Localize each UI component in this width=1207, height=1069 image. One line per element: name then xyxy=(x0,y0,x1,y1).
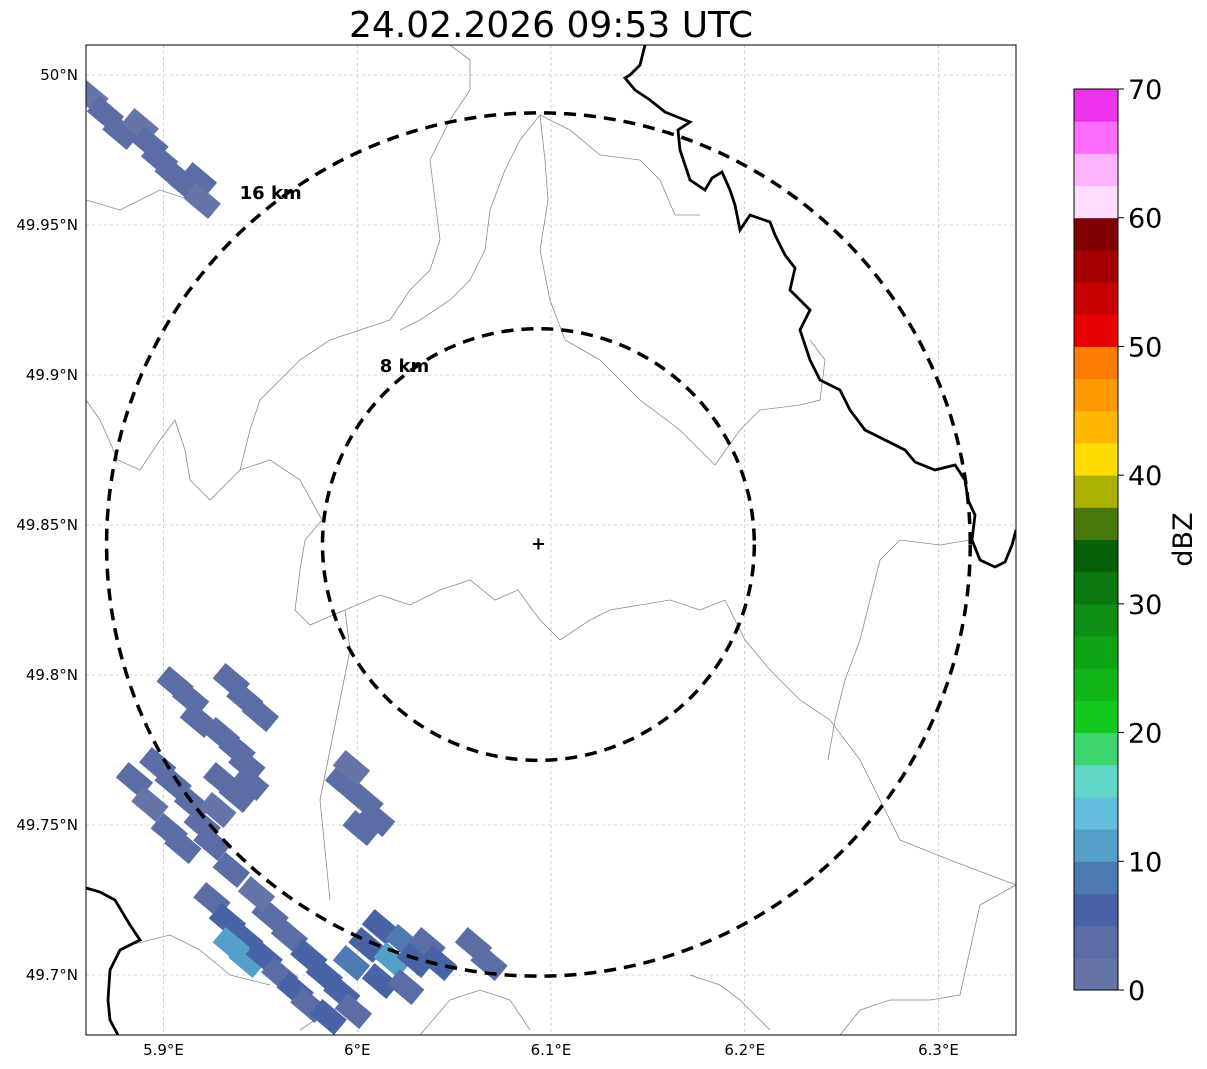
colorbar-swatch xyxy=(1074,893,1118,927)
colorbar-swatch xyxy=(1074,861,1118,894)
echo-bin xyxy=(470,945,508,981)
x-tick-label: 6.1°E xyxy=(531,1041,572,1059)
colorbar-swatch xyxy=(1074,217,1118,251)
colorbar-swatch xyxy=(1074,925,1118,959)
grid-lines xyxy=(86,45,1016,1035)
x-tick-label: 6°E xyxy=(344,1041,371,1059)
echo-bin xyxy=(199,792,237,828)
colorbar-tick-label: 60 xyxy=(1128,204,1162,235)
colorbar-swatch xyxy=(1074,153,1118,187)
colorbar-swatch xyxy=(1074,571,1118,605)
echo-bin xyxy=(228,747,266,783)
colorbar-swatch xyxy=(1074,442,1118,476)
echo-bin xyxy=(387,969,425,1005)
colorbar-swatch xyxy=(1074,121,1118,154)
colorbar-swatch xyxy=(1074,957,1118,991)
colorbar-swatch xyxy=(1074,346,1118,380)
axis-ticks: 5.9°E 6°E 6.1°E 6.2°E 6.3°E 49.7°N 49.75°N 49.8… xyxy=(16,66,959,1059)
echo-bin xyxy=(102,114,140,150)
echo-bin xyxy=(332,945,371,981)
colorbar-swatch xyxy=(1074,89,1118,122)
echo-bin xyxy=(218,777,256,813)
colorbar-swatch xyxy=(1074,378,1118,412)
x-tick-label: 6.2°E xyxy=(724,1041,765,1059)
y-tick-label: 49.7°N xyxy=(26,966,78,984)
echo-bin xyxy=(179,162,218,198)
colorbar-swatch xyxy=(1074,410,1118,444)
echo-bin xyxy=(164,828,202,864)
echo-bin xyxy=(357,801,396,837)
radar-echoes xyxy=(86,78,508,1035)
map-frame xyxy=(85,44,1017,1036)
echo-bin xyxy=(131,786,169,822)
echo-bin xyxy=(193,825,231,861)
y-tick-label: 49.95°N xyxy=(16,216,78,234)
range-rings: 8 km 16 km xyxy=(104,111,972,978)
y-tick-label: 49.85°N xyxy=(16,516,78,534)
y-tick-label: 50°N xyxy=(40,66,78,84)
colorbar-swatch xyxy=(1074,507,1118,540)
echo-bin xyxy=(241,696,280,732)
colorbar-tick-label: 40 xyxy=(1128,461,1162,492)
colorbar-swatch xyxy=(1074,636,1118,669)
y-tick-label: 49.75°N xyxy=(16,816,78,834)
colorbar-swatch xyxy=(1074,539,1118,573)
echo-bin xyxy=(309,999,347,1035)
colorbar-swatch xyxy=(1074,185,1118,219)
x-tick-label: 6.3°E xyxy=(918,1041,959,1059)
echo-bin xyxy=(183,183,221,219)
colorbar-swatch xyxy=(1074,668,1118,701)
x-tick-label: 5.9°E xyxy=(143,1041,184,1059)
echo-bin xyxy=(419,945,458,981)
colorbar-swatch xyxy=(1074,700,1118,734)
range-ring-label: 8 km xyxy=(380,356,430,377)
map-title: 24.02.2026 09:53 UTC xyxy=(348,5,754,46)
colorbar-tick-label: 0 xyxy=(1128,976,1145,1007)
colorbar-swatch xyxy=(1074,475,1118,508)
colorbar-swatch xyxy=(1074,796,1118,830)
range-ring xyxy=(104,111,972,978)
colorbar-swatch xyxy=(1074,732,1118,766)
colorbar-tick-label: 10 xyxy=(1128,847,1162,878)
range-ring xyxy=(320,326,757,763)
colorbar-swatch xyxy=(1074,249,1118,283)
colorbar-label: dBZ xyxy=(1168,512,1199,566)
colorbar-tick-label: 70 xyxy=(1128,75,1162,106)
colorbar-swatch xyxy=(1074,282,1118,315)
echo-bin xyxy=(332,750,371,786)
colorbar-swatch xyxy=(1074,764,1118,798)
echo-bin xyxy=(171,681,210,717)
boundary-lines xyxy=(86,45,1016,1035)
colorbar-tick-label: 50 xyxy=(1128,332,1162,363)
y-tick-label: 49.8°N xyxy=(26,666,78,684)
echo-bin xyxy=(373,942,411,978)
echo-bin xyxy=(228,942,266,978)
colorbar: 0 10 20 30 40 50 60 70 dBZ xyxy=(1073,75,1199,1007)
colorbar-swatch xyxy=(1074,603,1118,637)
radar-site-marker: + xyxy=(531,534,546,555)
echo-bin xyxy=(361,963,400,999)
colorbar-swatch xyxy=(1074,829,1118,862)
colorbar-frame xyxy=(1073,88,1119,991)
echo-bin xyxy=(342,810,380,846)
echo-bin xyxy=(334,993,373,1029)
colorbar-swatch xyxy=(1074,314,1118,347)
y-tick-label: 49.9°N xyxy=(26,366,78,384)
echo-bin xyxy=(232,765,270,801)
colorbar-tick-label: 20 xyxy=(1128,719,1162,750)
colorbar-tick-label: 30 xyxy=(1128,590,1162,621)
echo-bin xyxy=(212,852,250,888)
echo-bin xyxy=(237,876,276,912)
range-ring-label: 16 km xyxy=(240,183,302,204)
